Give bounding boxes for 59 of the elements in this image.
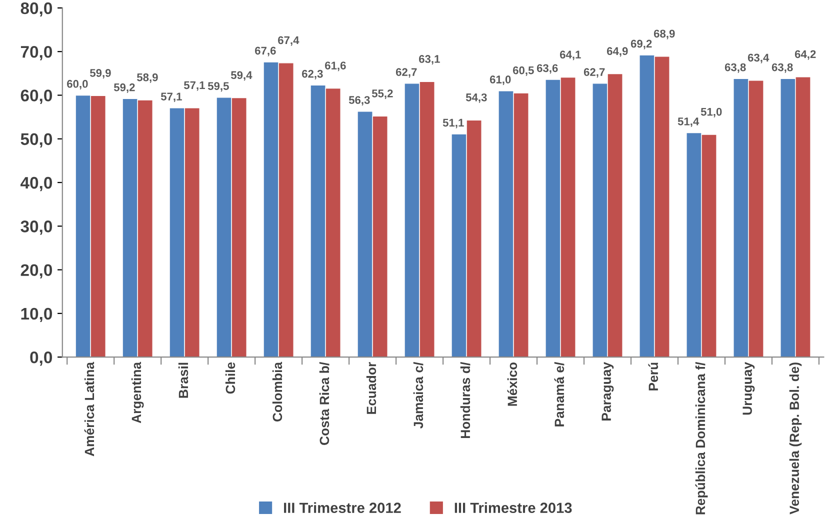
x-tick-label: Uruguay — [742, 362, 755, 415]
x-tick-label: Ecuador — [366, 362, 376, 414]
data-label: 64,2 — [794, 50, 816, 60]
data-label: 51,1 — [442, 118, 464, 128]
data-label: 68,9 — [654, 30, 675, 40]
y-tick-label: 50,0 — [20, 133, 52, 148]
x-tick-label: América Latina — [84, 362, 94, 456]
data-label: 69,2 — [630, 40, 652, 50]
x-tick-label: Panamá e/ — [554, 362, 564, 426]
data-label: 59,2 — [114, 83, 135, 93]
data-label: 63,4 — [748, 54, 770, 64]
data-label: 63,1 — [419, 55, 440, 65]
y-tick-label: 60,0 — [20, 90, 52, 104]
data-label: 57,1 — [184, 81, 205, 91]
data-label: 56,3 — [348, 96, 370, 106]
x-tick-label: Honduras d/ — [460, 362, 470, 438]
data-label: 54,3 — [466, 93, 487, 103]
data-label: 58,9 — [136, 73, 158, 83]
x-tick-label: Jamaica c/ — [413, 362, 424, 428]
x-tick-label: Argentina — [131, 362, 144, 424]
data-label: 67,6 — [255, 46, 276, 56]
data-label: 67,4 — [278, 36, 300, 46]
x-tick-label: Paraguay — [602, 362, 614, 420]
data-label: 64,9 — [606, 47, 628, 57]
data-label: 63,6 — [536, 64, 558, 74]
data-label: 51,0 — [700, 108, 722, 118]
x-tick-label: Venezuela (Rep. Bol. de) — [789, 362, 802, 514]
x-tick-label: Costa Rica b/ — [319, 362, 330, 445]
data-label: 62,7 — [396, 68, 417, 78]
x-tick-label: Perú — [648, 362, 658, 390]
y-tick-label: 30,0 — [20, 220, 52, 235]
y-tick-label: 70,0 — [20, 46, 52, 60]
y-tick-label: 10,0 — [21, 308, 52, 322]
x-tick-label: Brasil — [178, 362, 188, 398]
y-tick-label: 0,0 — [30, 351, 52, 366]
legend-label: III Trimestre 2013 — [454, 502, 572, 514]
data-label: 62,7 — [584, 68, 605, 78]
data-label: 59,5 — [208, 82, 229, 92]
data-label: 60,0 — [67, 80, 88, 90]
data-label: 57,1 — [160, 92, 182, 102]
legend-label: III Trimestre 2012 — [284, 502, 401, 513]
data-label: 61,0 — [490, 76, 511, 86]
x-tick-label: Chile — [225, 362, 236, 394]
data-label: 64,1 — [560, 50, 581, 60]
data-label: 59,9 — [90, 69, 111, 78]
x-tick-label: Colombia — [272, 362, 282, 422]
data-label: 61,6 — [325, 62, 346, 72]
x-tick-label: México — [507, 362, 518, 406]
data-label: 60,5 — [512, 66, 534, 76]
y-tick-label: 20,0 — [20, 264, 52, 278]
data-label: 62,3 — [302, 70, 323, 80]
data-label: 51,4 — [678, 118, 700, 127]
x-tick-label: República Dominicana f/ — [695, 362, 708, 514]
data-label: 63,8 — [772, 63, 793, 73]
data-label: 63,8 — [724, 63, 746, 73]
data-label: 59,4 — [230, 71, 252, 81]
data-label: 55,2 — [372, 90, 393, 99]
y-tick-label: 40,0 — [20, 176, 52, 192]
y-tick-label: 80,0 — [20, 2, 52, 17]
